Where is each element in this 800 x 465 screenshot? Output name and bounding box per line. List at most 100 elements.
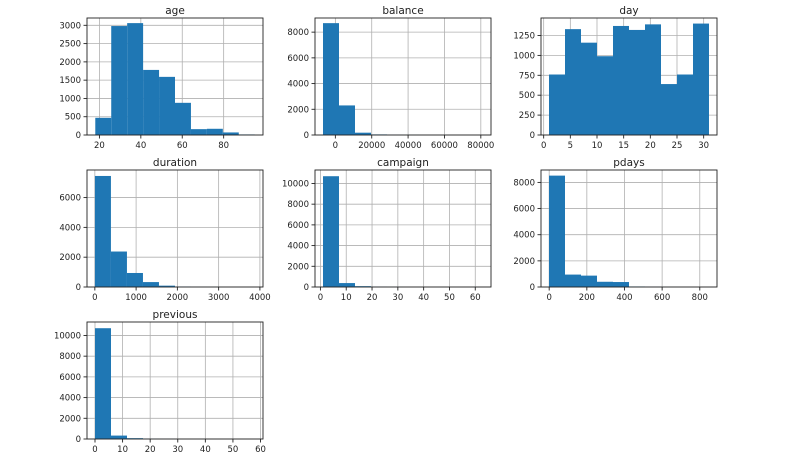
x-tick-label: 40 bbox=[418, 293, 429, 303]
y-tick-label: 2000 bbox=[287, 262, 309, 272]
x-tick-label: 25 bbox=[672, 141, 683, 151]
histogram-bar-previous-0 bbox=[95, 328, 111, 439]
y-tick-label: 1000 bbox=[59, 94, 81, 104]
y-tick-label: 8000 bbox=[287, 200, 309, 210]
x-tick-label: 20 bbox=[367, 293, 378, 303]
y-tick-label: 2000 bbox=[513, 257, 535, 267]
histogram-bar-pdays-3 bbox=[597, 282, 613, 287]
axes-frame bbox=[87, 322, 263, 439]
x-tick-label: 30 bbox=[172, 445, 183, 455]
histogram-bar-age-3 bbox=[143, 70, 159, 135]
histogram-bar-age-1 bbox=[111, 26, 127, 135]
y-tick-label: 6000 bbox=[513, 205, 535, 215]
histogram-bar-duration-1 bbox=[111, 252, 127, 287]
y-tick-label: 1000 bbox=[513, 51, 535, 61]
x-tick-label: 60 bbox=[255, 445, 266, 455]
histogram-bar-age-4 bbox=[159, 77, 175, 135]
y-tick-label: 4000 bbox=[287, 80, 309, 90]
histogram-bar-day-2 bbox=[581, 43, 597, 135]
axes-frame bbox=[315, 170, 491, 287]
x-tick-label: 10 bbox=[341, 293, 352, 303]
x-tick-label: 200 bbox=[579, 293, 595, 303]
x-tick-label: 80 bbox=[218, 141, 229, 151]
x-tick-label: 10 bbox=[117, 445, 128, 455]
histogram-bar-balance-1 bbox=[339, 105, 355, 135]
y-tick-label: 2000 bbox=[59, 414, 81, 424]
histogram-bar-balance-0 bbox=[323, 23, 339, 135]
histogram-bar-age-2 bbox=[127, 23, 143, 135]
x-tick-label: 400 bbox=[616, 293, 632, 303]
histogram-bar-duration-0 bbox=[95, 176, 111, 287]
x-tick-label: 0 bbox=[318, 293, 323, 303]
y-tick-label: 1250 bbox=[513, 32, 535, 42]
x-tick-label: 40000 bbox=[395, 141, 422, 151]
histogram-bar-duration-3 bbox=[143, 282, 159, 287]
y-tick-label: 2000 bbox=[287, 105, 309, 115]
x-tick-label: 0 bbox=[541, 141, 546, 151]
x-tick-label: 800 bbox=[692, 293, 708, 303]
histogram-bar-day-8 bbox=[677, 75, 693, 135]
y-tick-label: 2500 bbox=[59, 40, 81, 50]
x-tick-label: 80000 bbox=[467, 141, 494, 151]
y-tick-label: 750 bbox=[519, 71, 535, 81]
x-tick-label: 20 bbox=[94, 141, 105, 151]
y-tick-label: 1500 bbox=[59, 76, 81, 86]
x-tick-label: 4000 bbox=[249, 293, 271, 303]
panel-title: age bbox=[165, 5, 185, 17]
histogram-bar-day-7 bbox=[661, 84, 677, 135]
y-tick-label: 0 bbox=[304, 283, 309, 293]
y-tick-label: 10000 bbox=[282, 179, 309, 189]
x-tick-label: 60 bbox=[470, 293, 481, 303]
x-tick-label: 50 bbox=[444, 293, 455, 303]
y-tick-label: 8000 bbox=[287, 28, 309, 38]
x-tick-label: 60000 bbox=[431, 141, 458, 151]
histogram-bar-age-5 bbox=[175, 103, 191, 135]
x-tick-label: 40 bbox=[200, 445, 211, 455]
x-tick-label: 5 bbox=[568, 141, 573, 151]
y-tick-label: 0 bbox=[76, 435, 81, 445]
panel-title: previous bbox=[153, 309, 198, 321]
y-tick-label: 2000 bbox=[59, 58, 81, 68]
x-tick-label: 30 bbox=[698, 141, 709, 151]
y-tick-label: 10000 bbox=[54, 331, 81, 341]
histogram-bar-day-5 bbox=[629, 30, 645, 135]
histogram-bar-age-7 bbox=[207, 129, 223, 135]
x-tick-label: 0 bbox=[333, 141, 338, 151]
panel-title: pdays bbox=[613, 157, 644, 169]
x-tick-label: 20 bbox=[145, 445, 156, 455]
x-tick-label: 0 bbox=[92, 293, 97, 303]
x-tick-label: 0 bbox=[546, 293, 551, 303]
x-tick-label: 20 bbox=[645, 141, 656, 151]
x-tick-label: 15 bbox=[618, 141, 629, 151]
y-tick-label: 2000 bbox=[59, 253, 81, 263]
histogram-bar-day-3 bbox=[597, 56, 613, 135]
y-tick-label: 6000 bbox=[287, 221, 309, 231]
y-tick-label: 0 bbox=[76, 283, 81, 293]
y-tick-label: 4000 bbox=[287, 242, 309, 252]
histogram-bar-pdays-2 bbox=[581, 276, 597, 287]
y-tick-label: 500 bbox=[65, 113, 81, 123]
histogram-bar-campaign-1 bbox=[339, 283, 355, 287]
y-tick-label: 4000 bbox=[59, 223, 81, 233]
histogram-bar-duration-2 bbox=[127, 273, 143, 287]
axes-frame bbox=[541, 170, 717, 287]
y-tick-label: 3000 bbox=[59, 21, 81, 31]
panel-title: duration bbox=[153, 157, 197, 169]
y-tick-label: 250 bbox=[519, 111, 535, 121]
y-tick-label: 6000 bbox=[59, 373, 81, 383]
histogram-bar-age-6 bbox=[191, 129, 207, 135]
histogram-bar-pdays-4 bbox=[613, 282, 629, 287]
histogram-bar-day-1 bbox=[565, 29, 581, 135]
y-tick-label: 6000 bbox=[59, 194, 81, 204]
y-tick-label: 8000 bbox=[513, 178, 535, 188]
x-tick-label: 600 bbox=[654, 293, 670, 303]
x-tick-label: 40 bbox=[135, 141, 146, 151]
x-tick-label: 50 bbox=[228, 445, 239, 455]
x-tick-label: 2000 bbox=[167, 293, 189, 303]
